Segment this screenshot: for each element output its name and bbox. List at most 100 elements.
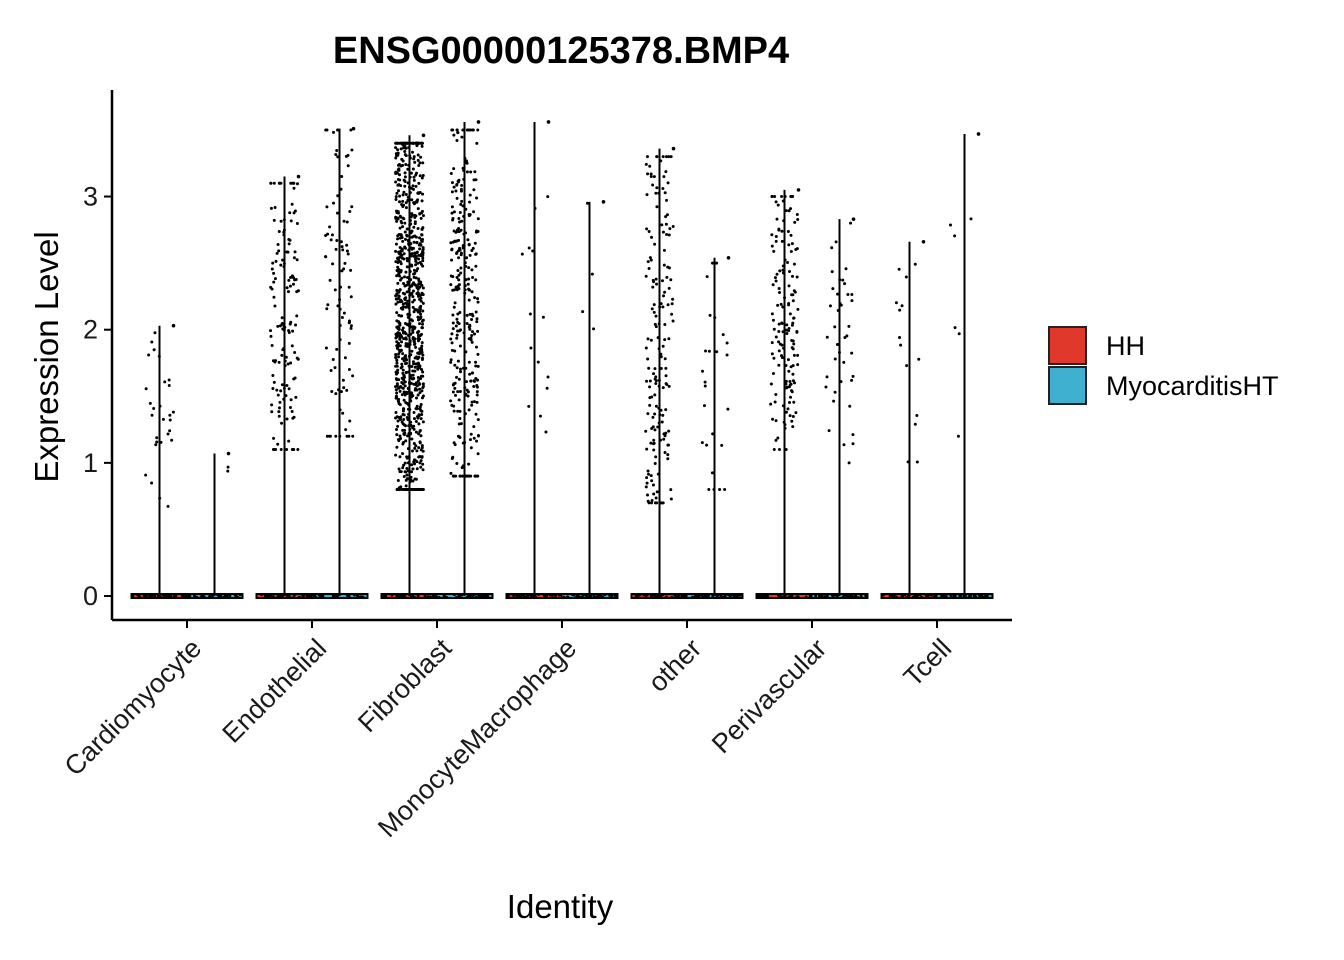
data-point: [463, 261, 467, 265]
data-point: [465, 321, 469, 325]
data-point: [665, 198, 669, 202]
data-point: [671, 297, 675, 301]
data-point: [782, 219, 786, 223]
data-point: [661, 386, 665, 390]
data-point: [781, 271, 785, 275]
data-point-zero: [926, 594, 930, 598]
data-point: [340, 316, 344, 320]
data-point: [396, 148, 400, 152]
data-point: [546, 375, 550, 379]
data-point: [401, 225, 405, 229]
data-point: [410, 252, 414, 256]
data-point-zero: [657, 595, 661, 599]
data-point: [449, 241, 453, 245]
data-point: [664, 155, 668, 159]
data-point-zero: [571, 593, 575, 597]
data-point: [416, 393, 420, 397]
data-point: [788, 401, 792, 405]
data-point: [658, 438, 662, 442]
data-point: [226, 469, 230, 473]
data-point: [420, 227, 424, 231]
data-point: [416, 207, 420, 211]
data-point: [520, 252, 524, 256]
data-point: [405, 342, 409, 346]
data-point: [715, 261, 719, 265]
data-point: [454, 393, 458, 397]
data-point: [401, 371, 405, 375]
data-point-zero: [238, 593, 242, 597]
data-point: [405, 344, 409, 348]
data-point: [406, 461, 410, 465]
data-point: [286, 290, 290, 294]
data-point: [421, 264, 425, 268]
data-point: [784, 379, 788, 383]
data-point: [346, 252, 350, 256]
data-point: [775, 272, 779, 276]
data-point: [415, 384, 419, 388]
data-point: [644, 162, 648, 166]
data-point-zero: [642, 593, 646, 597]
x-axis: Cardiomyocyte Endothelial FibroblastMonocy…: [59, 620, 957, 843]
data-point: [394, 146, 398, 150]
legend-label: MyocarditisHT: [1106, 371, 1279, 401]
data-point: [644, 346, 648, 350]
data-point: [668, 227, 672, 231]
data-point: [291, 329, 295, 333]
data-point: [455, 251, 459, 255]
data-point: [401, 442, 405, 446]
data-point: [340, 175, 344, 179]
data-point: [648, 256, 652, 260]
data-point: [647, 267, 651, 271]
data-point: [410, 319, 414, 323]
data-point: [769, 402, 773, 406]
data-point: [338, 298, 342, 302]
data-point: [420, 319, 424, 323]
data-point: [348, 419, 352, 423]
data-point-zero: [820, 593, 824, 597]
data-point: [158, 404, 162, 408]
data-point: [403, 171, 407, 175]
data-point: [835, 343, 839, 347]
data-point: [421, 353, 425, 357]
x-tick-label: Cardiomyocyte: [59, 633, 208, 782]
data-point: [288, 284, 292, 288]
data-point: [337, 388, 341, 392]
data-point: [407, 323, 411, 327]
data-point: [830, 246, 834, 250]
data-point: [654, 375, 658, 379]
data-point: [327, 434, 331, 438]
data-point: [420, 237, 424, 241]
data-point: [459, 271, 463, 275]
data-point-zero: [716, 593, 720, 597]
data-point-zero: [703, 594, 707, 598]
data-point: [404, 201, 408, 205]
data-point: [282, 386, 286, 390]
data-point: [781, 305, 785, 309]
data-point: [398, 455, 402, 459]
data-point-zero: [670, 595, 674, 599]
data-point: [789, 233, 793, 237]
data-point-zero: [235, 595, 239, 599]
data-point: [647, 230, 651, 234]
data-point-zero: [848, 595, 852, 599]
data-point-zero: [347, 594, 351, 598]
data-point: [394, 388, 398, 392]
data-point: [329, 368, 333, 372]
data-point: [536, 360, 540, 364]
data-point: [451, 455, 455, 459]
data-point-zero: [765, 596, 769, 600]
data-point: [408, 340, 412, 344]
data-point: [415, 356, 419, 360]
data-point: [288, 406, 292, 410]
data-point: [450, 247, 454, 251]
data-point: [467, 277, 471, 281]
data-point: [399, 147, 403, 151]
data-point: [421, 487, 425, 491]
data-point: [396, 260, 400, 264]
data-point: [405, 416, 409, 420]
data-point: [897, 267, 901, 271]
data-point: [279, 181, 283, 185]
data-point: [404, 296, 408, 300]
data-point: [475, 439, 479, 443]
data-point: [161, 417, 165, 421]
